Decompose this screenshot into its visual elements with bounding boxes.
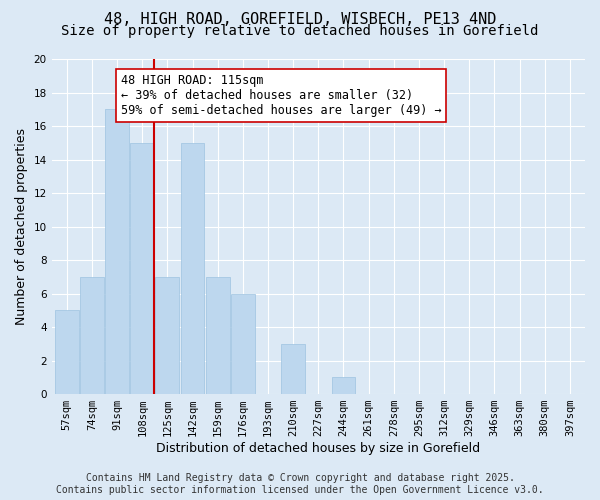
Bar — [231, 294, 255, 394]
Bar — [80, 277, 104, 394]
Bar — [55, 310, 79, 394]
Y-axis label: Number of detached properties: Number of detached properties — [15, 128, 28, 325]
Text: Contains HM Land Registry data © Crown copyright and database right 2025.
Contai: Contains HM Land Registry data © Crown c… — [56, 474, 544, 495]
Bar — [181, 143, 205, 394]
Bar — [281, 344, 305, 394]
Bar — [206, 277, 230, 394]
Text: Size of property relative to detached houses in Gorefield: Size of property relative to detached ho… — [61, 24, 539, 38]
Bar — [105, 110, 129, 394]
Bar — [332, 378, 355, 394]
Bar — [130, 143, 154, 394]
Text: 48, HIGH ROAD, GOREFIELD, WISBECH, PE13 4ND: 48, HIGH ROAD, GOREFIELD, WISBECH, PE13 … — [104, 12, 496, 28]
Bar — [155, 277, 179, 394]
X-axis label: Distribution of detached houses by size in Gorefield: Distribution of detached houses by size … — [156, 442, 481, 455]
Text: 48 HIGH ROAD: 115sqm
← 39% of detached houses are smaller (32)
59% of semi-detac: 48 HIGH ROAD: 115sqm ← 39% of detached h… — [121, 74, 442, 117]
